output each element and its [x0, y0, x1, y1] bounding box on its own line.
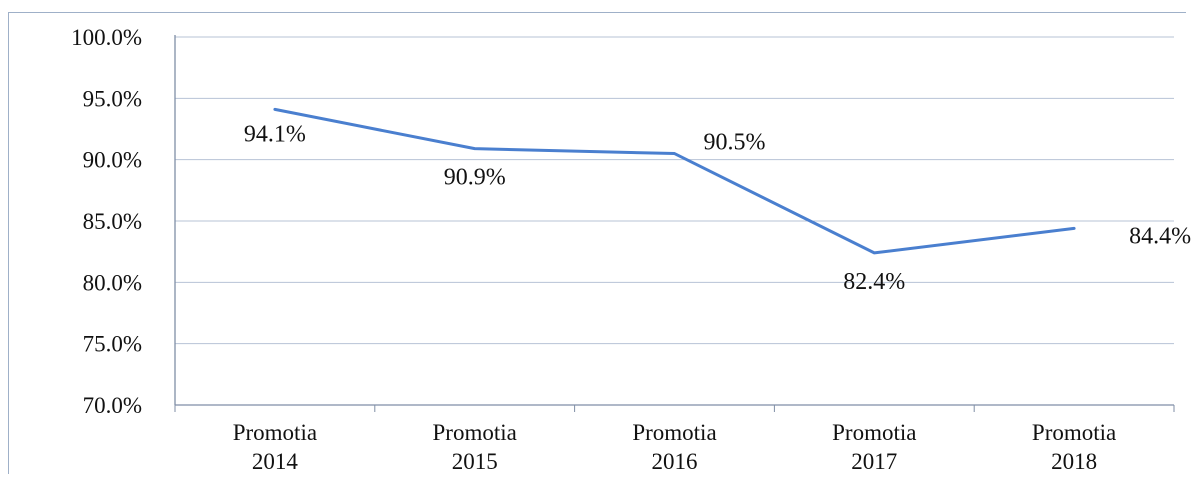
x-tick-label: Promotia 2014 — [233, 420, 317, 474]
y-tick-label: 90.0% — [83, 148, 142, 173]
y-tick-label: 70.0% — [83, 393, 142, 418]
y-axis-ticks: 100.0% 95.0% 90.0% 85.0% 80.0% 75.0% 70.0% — [71, 25, 142, 418]
data-labels: 94.1% 90.9% 90.5% 82.4% 84.4% — [244, 121, 1191, 295]
y-tick-label: 75.0% — [83, 332, 142, 357]
data-label: 90.9% — [444, 165, 506, 191]
data-label: 82.4% — [843, 269, 905, 295]
data-label: 84.4% — [1129, 223, 1191, 249]
data-label: 94.1% — [244, 121, 306, 147]
chart-frame — [8, 12, 1186, 474]
x-tick-label: Promotia 2016 — [632, 420, 716, 474]
y-tick-label: 85.0% — [83, 209, 142, 234]
x-axis-ticks: Promotia 2014 Promotia 2015 Promotia 2016 Prom… — [233, 420, 1117, 474]
x-tick-label: Promotia 2018 — [1032, 420, 1116, 474]
y-tick-label: 95.0% — [83, 86, 142, 111]
data-label: 90.5% — [704, 130, 766, 156]
gridlines — [175, 36, 1174, 345]
y-tick-label: 100.0% — [71, 25, 142, 50]
axes — [174, 35, 1175, 412]
y-tick-label: 80.0% — [83, 270, 142, 295]
x-tick-label: Promotia 2017 — [832, 420, 916, 474]
x-tick-label: Promotia 2015 — [433, 420, 517, 474]
series-line — [273, 107, 1076, 255]
series — [273, 107, 1076, 255]
